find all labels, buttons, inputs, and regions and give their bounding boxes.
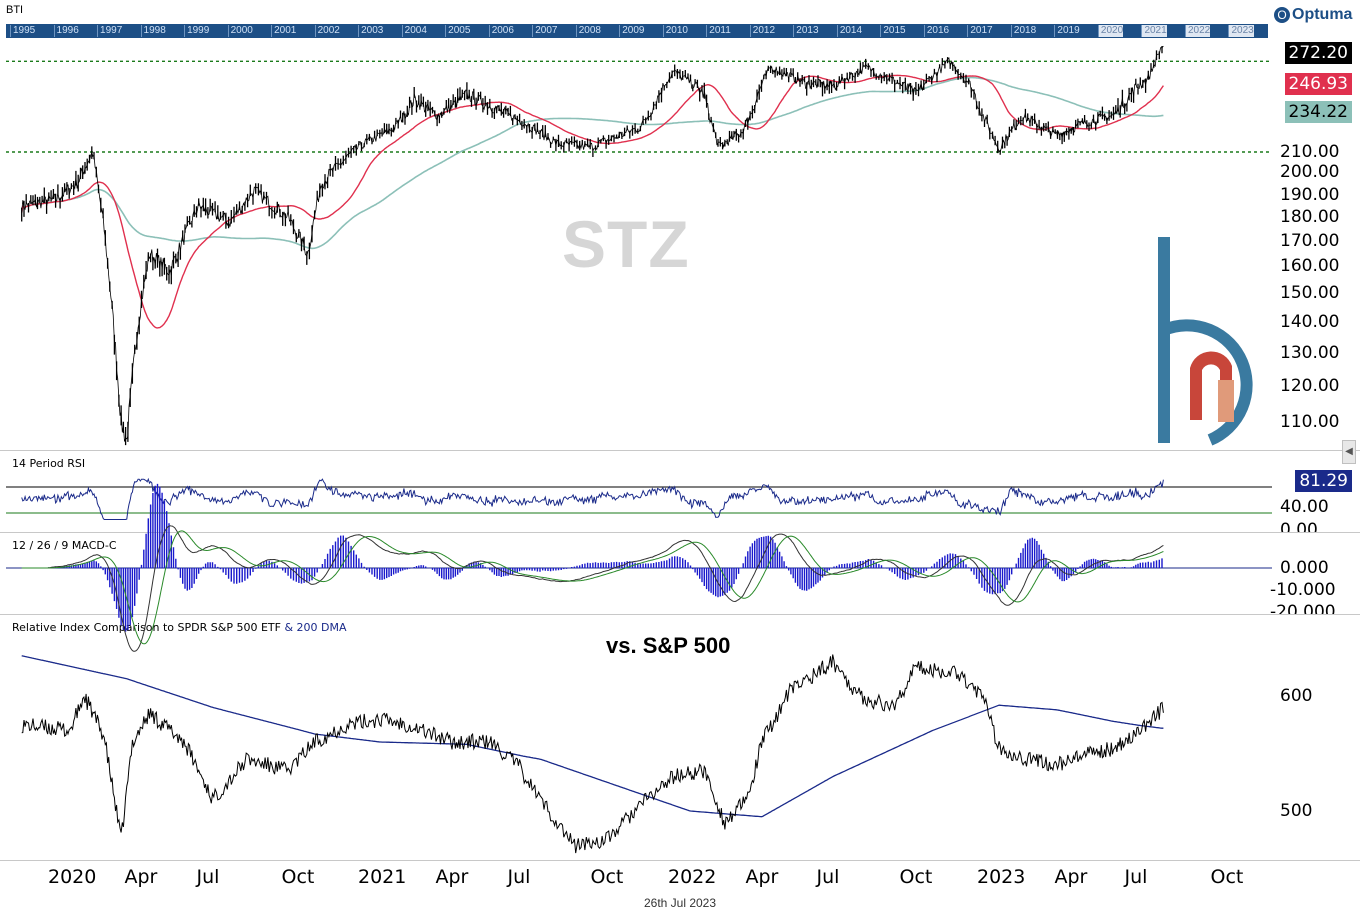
macd-tick-neg10: -10.000 xyxy=(1270,580,1336,600)
x-tick: 2021 xyxy=(358,866,407,888)
overview-year[interactable]: 2002 xyxy=(314,25,340,37)
brand-mark-logo xyxy=(1158,237,1253,446)
price-y-tick: 180.00 xyxy=(1280,207,1340,227)
ma-teal-badge: 234.22 xyxy=(1284,101,1352,123)
overview-year[interactable]: 2008 xyxy=(575,25,601,37)
ma-red-badge: 246.93 xyxy=(1284,73,1352,95)
macd-tick-neg20: -20.000 xyxy=(1270,602,1336,614)
macd-title: 12 / 26 / 9 MACD-C xyxy=(12,539,117,552)
rel-tick-600: 600 xyxy=(1280,686,1313,706)
overview-year[interactable]: 1997 xyxy=(97,25,122,37)
optuma-logo: O Optuma xyxy=(1274,4,1352,26)
overview-year[interactable]: 2015 xyxy=(880,25,906,37)
price-bars xyxy=(21,46,1163,446)
relative-index-line xyxy=(21,654,1164,854)
macd-signal-line xyxy=(21,530,1164,645)
rel-tick-500: 500 xyxy=(1280,801,1313,821)
overview-year[interactable]: 2000 xyxy=(227,25,253,37)
overview-year[interactable]: 2017 xyxy=(967,25,993,37)
overview-year[interactable]: 2011 xyxy=(706,25,731,37)
macd-line xyxy=(21,525,1164,652)
x-tick: Jul xyxy=(1124,866,1148,888)
x-tick: 2020 xyxy=(48,866,97,888)
symbol-label: BTI xyxy=(6,4,24,16)
overview-years: 1995 1996 1997 1998 1999 2000 2001 2002 2003 2004… xyxy=(6,24,1268,38)
rsi-value-badge: 81.29 xyxy=(1295,470,1352,492)
relative-title-main: Relative Index Comparison to SPDR S&P 50… xyxy=(12,621,281,634)
x-tick: 2023 xyxy=(977,866,1026,888)
vs-sp500-annotation: vs. S&P 500 xyxy=(606,633,731,658)
overview-year[interactable]: 2005 xyxy=(445,25,470,37)
x-tick: Oct xyxy=(590,866,624,888)
last-price-badge: 272.20 xyxy=(1284,42,1352,64)
x-tick: Jul xyxy=(816,866,840,888)
overview-year[interactable]: 2016 xyxy=(923,25,949,37)
x-tick: Oct xyxy=(281,866,315,888)
price-y-tick: 160.00 xyxy=(1280,256,1340,276)
rsi-tick-40: 40.00 xyxy=(1280,497,1329,517)
x-tick: Jul xyxy=(507,866,531,888)
optuma-logo-icon: O xyxy=(1274,7,1290,23)
overview-year[interactable]: 1998 xyxy=(140,25,166,37)
overview-year[interactable]: 2023 xyxy=(1228,25,1254,37)
price-y-tick: 150.00 xyxy=(1280,283,1340,303)
x-tick: Apr xyxy=(435,866,469,888)
relative-title-extra: & 200 DMA xyxy=(284,621,347,634)
relative-200dma-line xyxy=(21,655,1164,818)
rsi-title: 14 Period RSI xyxy=(12,457,86,470)
price-y-tick: 120.00 xyxy=(1280,376,1340,396)
price-y-tick: 190.00 xyxy=(1280,185,1340,205)
overview-year[interactable]: 2006 xyxy=(488,25,514,37)
price-line xyxy=(21,45,1164,442)
overview-year[interactable]: 2003 xyxy=(358,25,383,37)
price-y-tick: 170.00 xyxy=(1280,231,1340,251)
ma-red-line xyxy=(21,74,1164,329)
rsi-line xyxy=(21,477,1164,520)
footer-date: 26th Jul 2023 xyxy=(643,896,717,910)
overview-year[interactable]: 2004 xyxy=(401,25,427,37)
price-y-tick: 200.00 xyxy=(1280,162,1340,182)
overview-year[interactable]: 2018 xyxy=(1010,25,1036,37)
overview-year[interactable]: 1995 xyxy=(10,25,35,37)
x-tick: Oct xyxy=(899,866,933,888)
price-y-tick: 210.00 xyxy=(1280,142,1340,162)
overview-year[interactable]: 1999 xyxy=(184,25,209,37)
overview-year[interactable]: 2012 xyxy=(749,25,775,37)
overview-year[interactable]: 2007 xyxy=(532,25,557,37)
optuma-brand: Optuma xyxy=(1292,6,1353,23)
overview-year[interactable]: 2020 xyxy=(1097,25,1124,37)
price-y-tick: 110.00 xyxy=(1280,412,1340,432)
overview-year[interactable]: 2009 xyxy=(619,25,644,37)
ticker-watermark: STZ xyxy=(562,207,690,281)
ma-teal-line xyxy=(20,76,1164,250)
relative-title: Relative Index Comparison to SPDR S&P 50… xyxy=(12,621,347,634)
overview-year[interactable]: 2001 xyxy=(271,25,296,37)
overview-year[interactable]: 2021 xyxy=(1141,25,1167,37)
price-y-tick: 140.00 xyxy=(1280,312,1340,332)
overview-year[interactable]: 2013 xyxy=(793,25,819,37)
x-tick: Apr xyxy=(124,866,158,888)
overview-year[interactable]: 2010 xyxy=(662,25,688,37)
macd-histogram xyxy=(48,483,1163,632)
macd-tick-0: 0.000 xyxy=(1280,558,1329,578)
overview-year[interactable]: 2019 xyxy=(1054,25,1080,37)
x-tick: Apr xyxy=(745,866,779,888)
collapse-panel-button[interactable]: ◀ xyxy=(1342,440,1356,464)
x-tick: 2022 xyxy=(668,866,717,888)
price-y-tick: 130.00 xyxy=(1280,343,1340,363)
overview-year[interactable]: 1996 xyxy=(53,25,79,37)
x-tick: Apr xyxy=(1054,866,1088,888)
overview-year[interactable]: 2022 xyxy=(1184,25,1211,37)
x-tick: Oct xyxy=(1210,866,1244,888)
overview-bar[interactable]: 1995 1996 1997 1998 1999 2000 2001 2002 2003 2004… xyxy=(6,24,1268,38)
rsi-tick-0: 0.00 xyxy=(1280,520,1318,532)
x-tick: Jul xyxy=(196,866,220,888)
overview-year[interactable]: 2014 xyxy=(836,25,862,37)
